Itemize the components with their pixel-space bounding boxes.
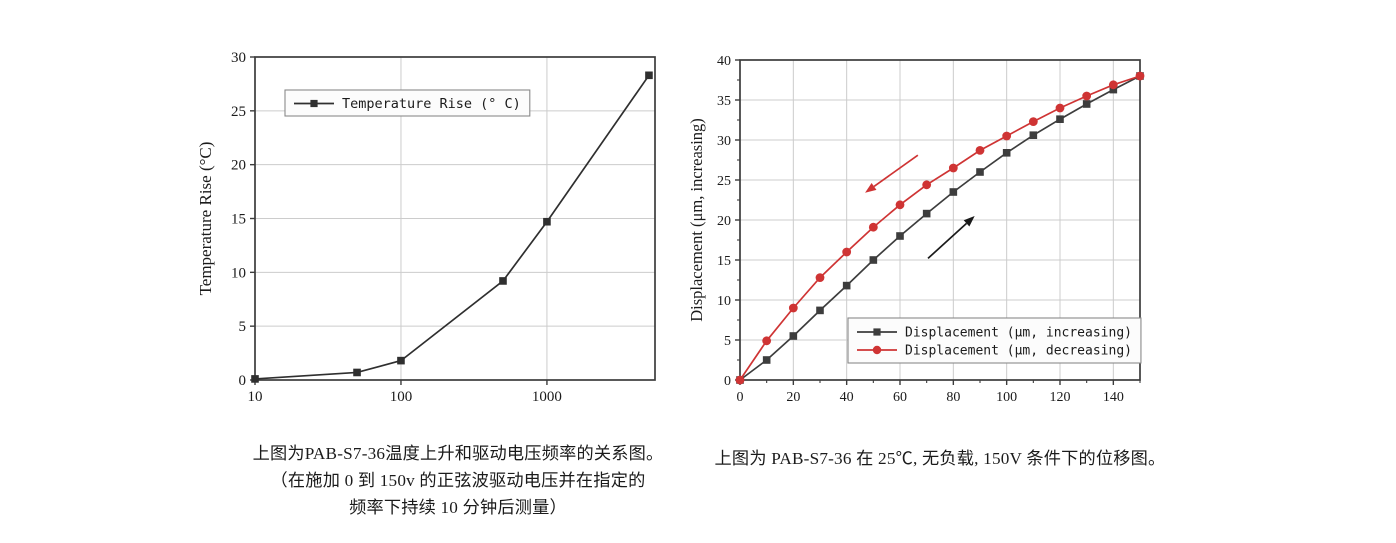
annotation-arrow: [865, 154, 919, 193]
legend: Temperature Rise (° C): [284, 89, 531, 117]
x-tick-label: 20: [786, 390, 800, 405]
x-tick-label: 120: [1050, 390, 1071, 405]
y-tick-label: 15: [717, 254, 731, 269]
legend-entry: Displacement (μm, decreasing): [905, 344, 1132, 359]
x-tick-label: 0: [737, 390, 744, 405]
annotation-arrow: [927, 216, 975, 260]
series-red-circles-1: [735, 71, 1145, 385]
y-tick-label: 10: [717, 294, 731, 309]
caption-displacement-chart: 上图为 PAB-S7-36 在 25℃, 无负载, 150V 条件下的位移图。: [692, 446, 1188, 473]
x-axis: 0 20 40 60 80 100 120 140: [737, 380, 1141, 405]
legend-entry: Displacement (μm, increasing): [905, 326, 1132, 341]
y-tick-label: 0: [239, 373, 247, 389]
caption-line: （在施加 0 到 150v 的正弦波驱动电压并在指定的: [270, 470, 646, 490]
displacement-hysteresis-chart: 0 20 40 60 80 100 120 140 0 5 10 15 20 25 30 35 40 Displa…: [687, 54, 1145, 405]
x-tick-label: 40: [840, 390, 854, 405]
x-tick-label: 100: [996, 390, 1017, 405]
x-tick-label: 60: [893, 390, 907, 405]
caption-line: 频率下持续 10 分钟后测量）: [349, 497, 567, 517]
y-axis-title: Temperature Rise (°C): [196, 142, 215, 296]
y-tick-label: 0: [724, 374, 731, 389]
y-tick-label: 5: [724, 334, 731, 349]
x-tick-label: 140: [1103, 390, 1124, 405]
y-tick-label: 15: [231, 212, 246, 228]
caption-line: 上图为PAB-S7-36温度上升和驱动电压频率的关系图。: [252, 444, 664, 463]
legend: Displacement (μm, increasing) Displacemen…: [847, 317, 1142, 364]
y-tick-label: 10: [231, 265, 246, 281]
y-tick-label: 30: [717, 134, 731, 149]
x-tick-label: 10: [248, 389, 263, 405]
y-tick-label: 30: [231, 50, 246, 66]
x-axis: 10 100 1000: [248, 380, 562, 405]
series-black-squares-0: [251, 71, 653, 383]
y-tick-label: 20: [231, 158, 246, 174]
y-axis-title: Displacement (μm, increasing): [687, 118, 706, 322]
legend-entry: Temperature Rise (° C): [342, 96, 521, 112]
y-tick-label: 25: [231, 104, 246, 120]
caption-line: 上图为 PAB-S7-36 在 25℃, 无负载, 150V 条件下的位移图。: [714, 449, 1166, 468]
x-tick-label: 80: [946, 390, 960, 405]
y-tick-label: 20: [717, 214, 731, 229]
y-tick-label: 35: [717, 94, 731, 109]
y-tick-label: 40: [717, 54, 731, 69]
y-axis: 0 5 10 15 20 25 30 35 40: [717, 54, 740, 389]
y-tick-label: 25: [717, 174, 731, 189]
caption-temperature-chart: 上图为PAB-S7-36温度上升和驱动电压频率的关系图。 （在施加 0 到 15…: [228, 441, 688, 521]
x-tick-label: 1000: [532, 389, 562, 405]
y-tick-label: 5: [239, 319, 247, 335]
x-tick-label: 100: [390, 389, 413, 405]
y-axis: 0 5 10 15 20 25 30: [231, 50, 255, 389]
temperature-rise-chart: 10 100 1000 0 5 10 15 20 25 30 Temperature Rise (°…: [196, 50, 656, 405]
